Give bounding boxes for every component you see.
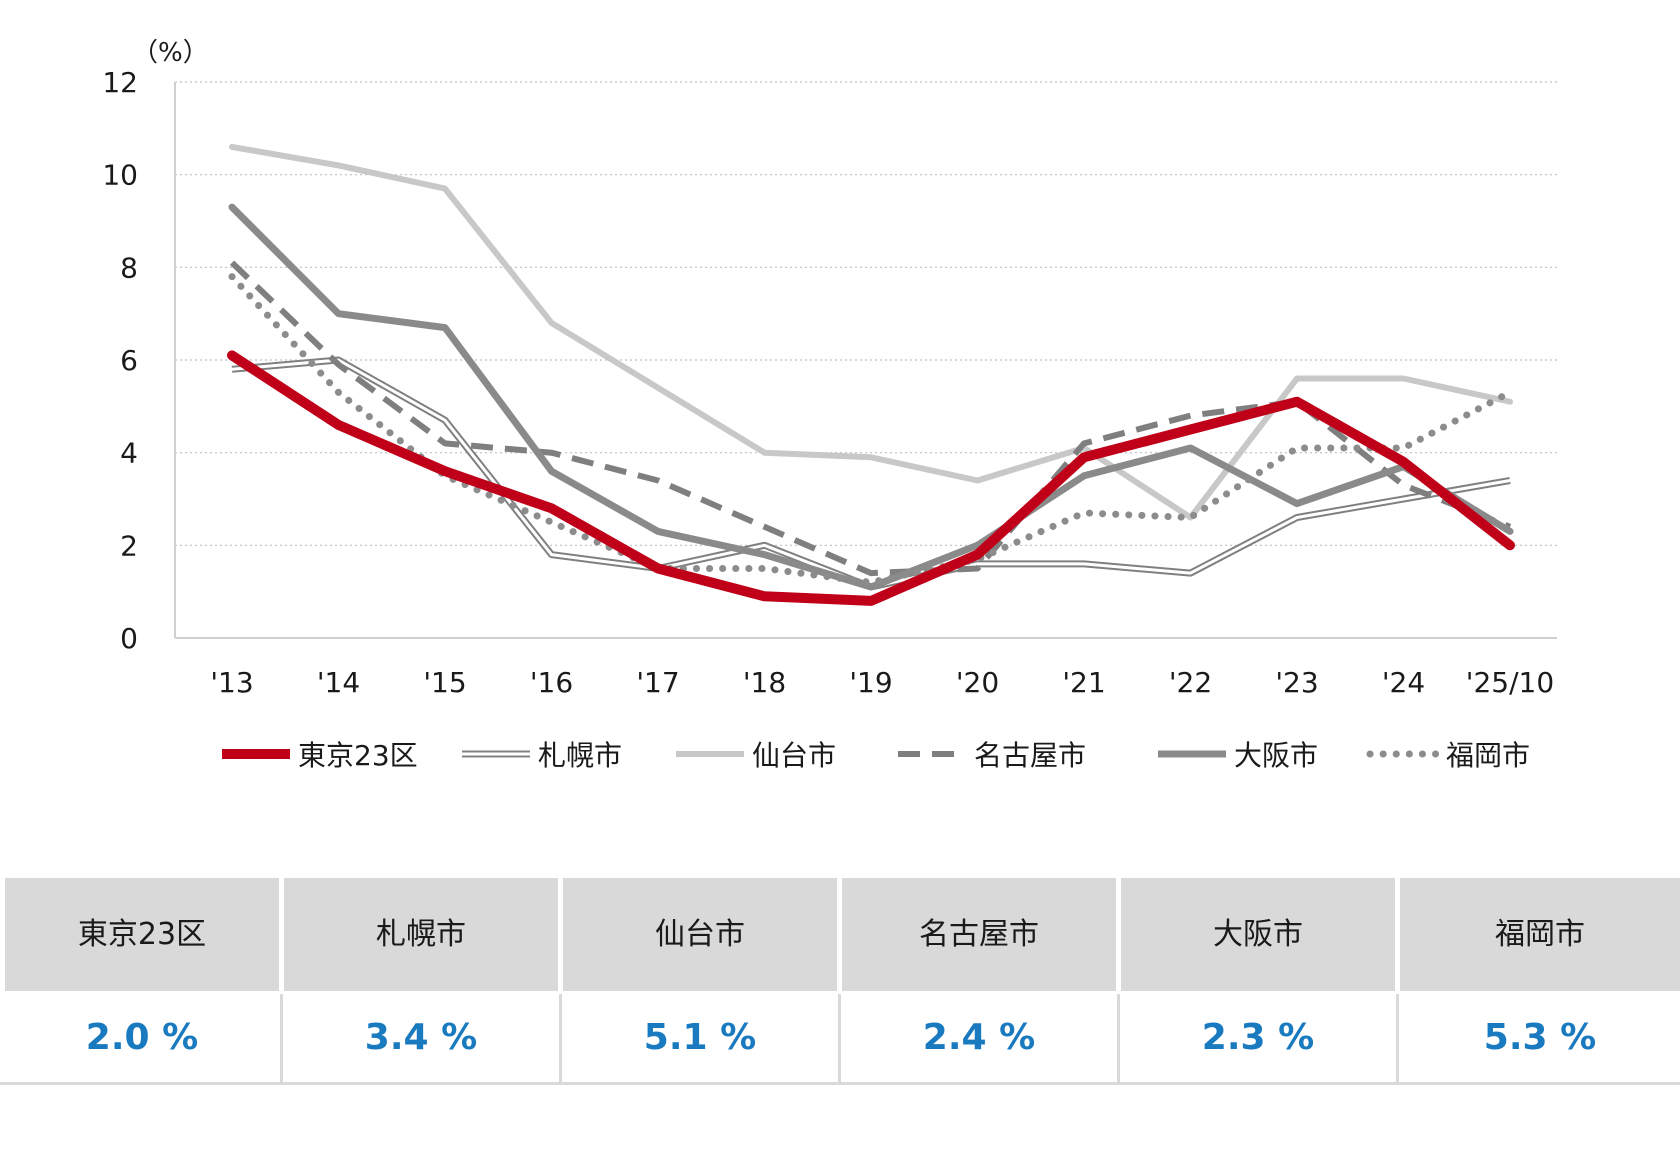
legend-item: 仙台市 [676, 739, 836, 772]
summary-value-fukuoka: 5.3 % [1400, 994, 1680, 1082]
legend-label: 札幌市 [538, 739, 622, 772]
series-仙台市 [229, 143, 1513, 521]
x-tick-label: '20 [956, 666, 999, 699]
x-tick-label: '21 [1062, 666, 1105, 699]
chart-series [227, 143, 1515, 606]
x-tick-label: '13 [210, 666, 253, 699]
y-axis-ticks: 0 2 4 6 8 10 12 [102, 66, 138, 655]
series-名古屋市 [229, 260, 1512, 577]
y-tick-label: 0 [120, 622, 138, 655]
summary-header-sendai: 仙台市 [563, 878, 837, 991]
x-tick-label: '15 [423, 666, 466, 699]
legend-item: 名古屋市 [898, 739, 1086, 772]
y-tick-label: 8 [120, 251, 138, 284]
legend-label: 仙台市 [752, 739, 836, 772]
y-tick-label: 6 [120, 344, 138, 377]
table-divider [1396, 994, 1399, 1082]
summary-value-tokyo: 2.0 % [5, 994, 279, 1082]
x-tick-label: '19 [849, 666, 892, 699]
series-line [229, 143, 1513, 521]
table-divider [559, 994, 562, 1082]
series-東京23区 [227, 350, 1515, 606]
legend-item: 福岡市 [1366, 739, 1530, 772]
series-line [227, 350, 1515, 606]
y-axis-unit-label: （%） [132, 38, 209, 68]
series-line [231, 356, 1511, 591]
legend-item: 札幌市 [462, 739, 622, 772]
summary-header-sapporo: 札幌市 [284, 878, 558, 991]
legend-label: 東京23区 [298, 739, 418, 772]
x-tick-label: '14 [317, 666, 360, 699]
series-line [229, 260, 1512, 577]
x-tick-label: '23 [1275, 666, 1318, 699]
legend-label: 大阪市 [1234, 739, 1318, 772]
x-tick-label: '16 [530, 666, 573, 699]
summary-value-osaka: 2.3 % [1121, 994, 1395, 1082]
x-tick-label: '17 [636, 666, 679, 699]
legend-item: 大阪市 [1158, 739, 1318, 772]
table-divider [1117, 994, 1120, 1082]
series-札幌市 [231, 356, 1511, 591]
series-line-inner [231, 358, 1511, 589]
summary-header-fukuoka: 福岡市 [1400, 878, 1680, 991]
legend-label: 名古屋市 [974, 739, 1086, 772]
summary-header-tokyo: 東京23区 [5, 878, 279, 991]
summary-value-nagoya: 2.4 % [842, 994, 1116, 1082]
summary-header-osaka: 大阪市 [1121, 878, 1395, 991]
summary-header-nagoya: 名古屋市 [842, 878, 1116, 991]
y-tick-label: 4 [120, 437, 138, 470]
chart-legend: 東京23区 札幌市 仙台市 名古屋市 大阪市 福岡市 [222, 739, 1530, 772]
x-tick-label: '22 [1169, 666, 1212, 699]
y-tick-label: 10 [102, 159, 138, 192]
table-bottom-border [0, 1082, 1680, 1085]
summary-value-sendai: 5.1 % [563, 994, 837, 1082]
chart-gridlines [175, 81, 1557, 639]
x-tick-label: '18 [743, 666, 786, 699]
table-divider [838, 994, 841, 1082]
legend-label: 福岡市 [1446, 739, 1530, 772]
summary-value-sapporo: 3.4 % [284, 994, 558, 1082]
legend-item: 東京23区 [222, 739, 418, 772]
line-chart: （%） 0 2 4 6 8 10 12 '13 '14 '15 '16 '17 '18 '19 '20 '2… [102, 38, 1557, 772]
series-大阪市 [228, 203, 1514, 591]
y-tick-label: 2 [120, 529, 138, 562]
table-divider [280, 994, 283, 1082]
x-tick-label: '25/10 [1466, 666, 1554, 699]
x-axis-ticks: '13 '14 '15 '16 '17 '18 '19 '20 '21 '22 '23 '24 '25/… [210, 666, 1554, 699]
y-tick-label: 12 [102, 66, 138, 99]
x-tick-label: '24 [1382, 666, 1425, 699]
summary-table: 東京23区 札幌市 仙台市 名古屋市 大阪市 福岡市 2.0 % 3.4 % 5… [0, 878, 1680, 1087]
series-line [228, 203, 1514, 591]
